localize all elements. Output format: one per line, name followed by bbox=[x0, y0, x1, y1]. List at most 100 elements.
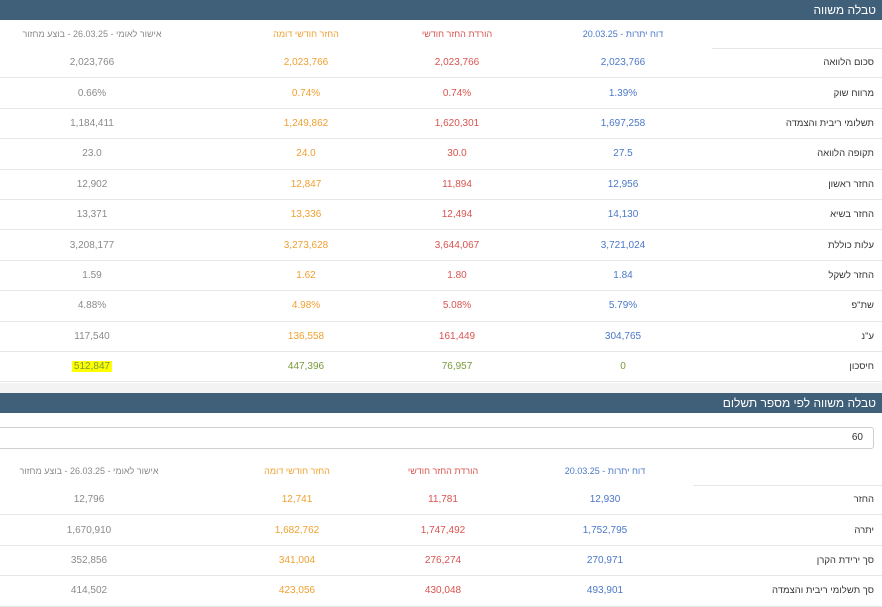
column-header-lower-payment: הורדת החזר חודשי bbox=[421, 29, 493, 39]
table-cell: 12,796 bbox=[73, 494, 105, 506]
table-cell: 1.80 bbox=[447, 269, 467, 281]
row-label: תקופה הלוואה bbox=[817, 148, 874, 160]
table-cell: 117,540 bbox=[74, 330, 110, 342]
column-header-balance-report: דוח יתרות - 20.03.25 bbox=[582, 29, 664, 39]
table-cell: 0.66% bbox=[77, 87, 107, 99]
table-row: יתרה 1,752,795 1,747,492 1,682,762 1,670,910 bbox=[0, 515, 882, 546]
table-cell: 2,023,766 bbox=[69, 57, 115, 69]
table-row: מרווח שוק 1.39% 0.74% 0.74% 0.66% bbox=[0, 78, 882, 109]
table-cell: 2,023,766 bbox=[283, 57, 329, 69]
table-cell: 276,274 bbox=[424, 554, 462, 566]
column-header-balance-report-2: דוח יתרות - 20.03.25 bbox=[564, 466, 646, 476]
row-label: החזר ראשון bbox=[828, 178, 874, 190]
table-row: חיסכון 0 76,957 447,396 512,847 bbox=[0, 352, 882, 383]
table-cell: 352,856 bbox=[70, 554, 108, 566]
table-cell: 1,682,762 bbox=[274, 524, 320, 536]
table-cell: 3,208,177 bbox=[69, 239, 115, 251]
row-label: ע"נ bbox=[861, 330, 874, 342]
table-cell: 12,741 bbox=[281, 494, 313, 506]
table-cell: 430,048 bbox=[424, 585, 462, 597]
table-cell: 493,901 bbox=[586, 585, 624, 597]
table-cell: 23.0 bbox=[82, 148, 102, 160]
table-cell: 13,336 bbox=[290, 209, 322, 221]
table-row: החזר 12,930 11,781 12,741 12,796 bbox=[0, 485, 882, 516]
table-cell: 1,697,258 bbox=[600, 117, 646, 129]
table-row: סך תשלומי ריבית והצמדה 493,901 430,048 423,… bbox=[0, 576, 882, 607]
row-label: מרווח שוק bbox=[833, 87, 874, 99]
row-label: יתרה bbox=[854, 524, 874, 536]
table-cell: 1,747,492 bbox=[420, 524, 466, 536]
table-cell: 5.08% bbox=[442, 300, 472, 312]
table-cell: 4.98% bbox=[291, 300, 321, 312]
table-cell: 3,273,628 bbox=[283, 239, 329, 251]
table-cell: 0.74% bbox=[442, 87, 472, 99]
table-cell: 3,644,067 bbox=[434, 239, 480, 251]
table-cell: 12,494 bbox=[441, 209, 473, 221]
row-label: עלות כוללת bbox=[827, 239, 874, 251]
table-cell: 24.0 bbox=[296, 148, 316, 160]
table-cell: 1.62 bbox=[296, 269, 316, 281]
table-cell: 12,847 bbox=[290, 178, 322, 190]
table-cell: 1,752,795 bbox=[582, 524, 628, 536]
header-divider bbox=[712, 48, 882, 49]
table-cell: 1.59 bbox=[82, 269, 102, 281]
comparison-table-title: טבלה משווה bbox=[813, 3, 876, 17]
row-label: סך ירידת הקרן bbox=[816, 554, 874, 566]
table-cell: 2,023,766 bbox=[434, 57, 480, 69]
table-cell: 5.79% bbox=[608, 300, 638, 312]
table-cell: 13,371 bbox=[76, 209, 108, 221]
section-spacer bbox=[0, 383, 882, 393]
table-cell: 447,396 bbox=[287, 361, 325, 373]
row-label: סכום הלוואה bbox=[823, 57, 874, 69]
column-header-lower-payment-2: הורדת החזר חודשי bbox=[407, 466, 479, 476]
table-row: שת"פ 5.79% 5.08% 4.98% 4.88% bbox=[0, 291, 882, 322]
table-cell: 3,721,024 bbox=[600, 239, 646, 251]
header-divider-2 bbox=[693, 485, 882, 486]
table-cell: 136,558 bbox=[287, 330, 325, 342]
table-row: סך ירידת הקרן 270,971 276,274 341,004 352,85… bbox=[0, 546, 882, 577]
table-cell: 1,249,862 bbox=[283, 117, 329, 129]
row-label: החזר לשקל bbox=[828, 269, 874, 281]
column-header-leumi-approval: אישור לאומי - 26.03.25 - בוצע מחזור bbox=[22, 29, 162, 39]
table-cell: 27.5 bbox=[613, 148, 633, 160]
row-label: החזר bbox=[853, 494, 874, 506]
table-cell: 0.74% bbox=[291, 87, 321, 99]
table-row: תשלומי ריבית והצמדה 1,697,258 1,620,301 1,2… bbox=[0, 109, 882, 140]
table-cell: 1,620,301 bbox=[434, 117, 480, 129]
table-cell: 1.84 bbox=[613, 269, 633, 281]
table-cell: 423,056 bbox=[278, 585, 316, 597]
table-cell: 270,971 bbox=[586, 554, 624, 566]
table-row: החזר ראשון 12,956 11,894 12,847 12,902 bbox=[0, 170, 882, 200]
table-cell: 12,930 bbox=[589, 494, 621, 506]
table-cell: 12,956 bbox=[607, 178, 639, 190]
table-cell: 512,847 bbox=[71, 361, 113, 373]
table-cell: 76,957 bbox=[441, 361, 473, 373]
table-cell: 12,902 bbox=[76, 178, 108, 190]
payment-comparison-table-title: טבלה משווה לפי מספר תשלום bbox=[722, 396, 876, 410]
row-label: סך תשלומי ריבית והצמדה bbox=[771, 585, 874, 597]
payment-number-input[interactable]: 60 bbox=[0, 427, 874, 449]
column-header-similar-payment-2: החזר חודשי דומה bbox=[264, 466, 330, 476]
table-cell: 30.0 bbox=[447, 148, 467, 160]
row-label: תשלומי ריבית והצמדה bbox=[785, 117, 874, 129]
table-row: ע"נ 304,765 161,449 136,558 117,540 bbox=[0, 322, 882, 352]
table-cell: 11,894 bbox=[442, 178, 472, 190]
row-label: החזר בשיא bbox=[830, 209, 874, 221]
table-cell: 1.39% bbox=[608, 87, 638, 99]
highlighted-value: 512,847 bbox=[71, 361, 113, 373]
table-row: סכום הלוואה 2,023,766 2,023,766 2,023,766 2,… bbox=[0, 48, 882, 79]
table-row: תקופה הלוואה 27.5 30.0 24.0 23.0 bbox=[0, 139, 882, 170]
table-cell: 1,670,910 bbox=[66, 524, 112, 536]
table-cell: 2,023,766 bbox=[600, 57, 646, 69]
payment-number-value: 60 bbox=[851, 432, 863, 443]
table-cell: 0 bbox=[620, 361, 626, 373]
table-row: החזר בשיא 14,130 12,494 13,336 13,371 bbox=[0, 200, 882, 231]
table-cell: 414,502 bbox=[70, 585, 108, 597]
table-cell: 4.88% bbox=[77, 300, 107, 312]
table-cell: 161,449 bbox=[438, 330, 476, 342]
table-cell: 304,765 bbox=[604, 330, 642, 342]
row-label: חיסכון bbox=[849, 361, 874, 373]
table-row: עלות כוללת 3,721,024 3,644,067 3,273,628 3,2… bbox=[0, 230, 882, 261]
row-label: שת"פ bbox=[851, 300, 874, 312]
table-cell: 11,781 bbox=[428, 494, 458, 506]
